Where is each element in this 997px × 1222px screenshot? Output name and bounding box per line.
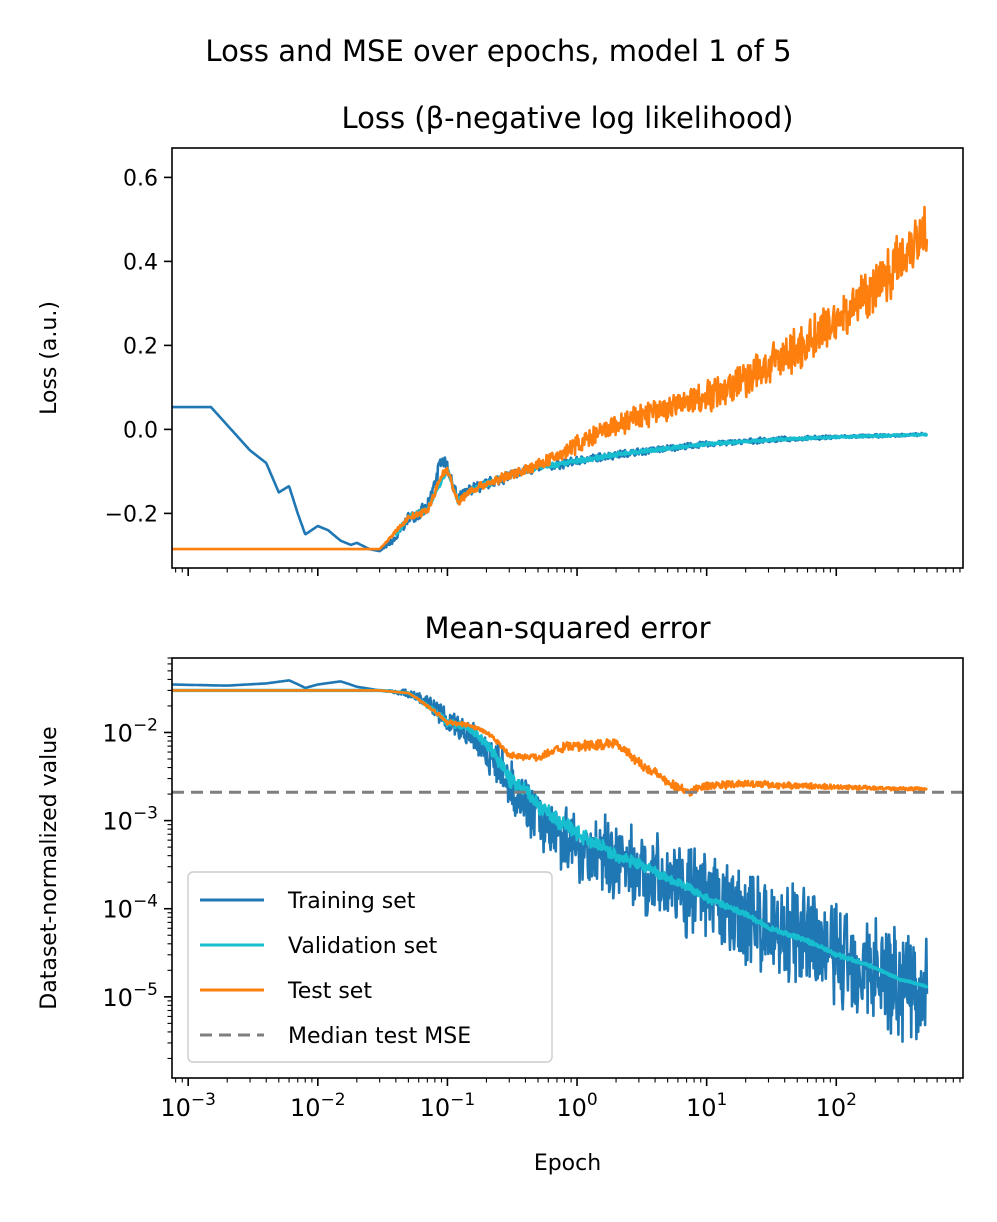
- y-tick-label: 10−2: [102, 715, 158, 747]
- y-tick-label: 0.2: [123, 334, 158, 359]
- legend: Training set Validation set Test set Median…: [187, 871, 553, 1063]
- x-tick-label: 100: [556, 1090, 597, 1122]
- figure-suptitle: Loss and MSE over epochs, model 1 of 5: [205, 34, 792, 68]
- x-tick-label: 10−3: [160, 1090, 216, 1122]
- x-tick-label: 102: [816, 1090, 857, 1122]
- x-tick-label: 10−1: [420, 1090, 476, 1122]
- legend-entry-label: Validation set: [288, 934, 438, 959]
- x-tick-label: 101: [686, 1090, 727, 1122]
- axes-frame-0: [171, 147, 964, 569]
- series-test-set-group: [172, 205, 929, 551]
- series-line-training-set: [172, 405, 928, 553]
- series-training-set-group: [172, 405, 928, 553]
- y-tick-label: 10−3: [102, 804, 158, 836]
- axes-frame-1: [171, 657, 964, 1079]
- legend-entry-label: Test set: [287, 979, 372, 1004]
- y-tick-label: 10−4: [102, 892, 158, 924]
- y-axis-label: Dataset-normalized value: [37, 726, 62, 1009]
- legend-frame: [187, 871, 553, 1063]
- axes-title-1: Mean-squared error: [424, 611, 710, 645]
- series-line-test-set: [172, 689, 928, 797]
- y-tick-label: 10−5: [102, 980, 158, 1012]
- y-tick-label: 0.0: [123, 418, 158, 443]
- legend-entry-label: Training set: [287, 889, 416, 914]
- series-line-test-set: [172, 205, 929, 551]
- series-test-set-group: [172, 689, 928, 797]
- y-tick-label: 0.6: [123, 166, 158, 191]
- x-axis-label: Epoch: [534, 1151, 601, 1176]
- series-line-training-set: [172, 679, 929, 1043]
- series-training-set-group: [172, 679, 929, 1043]
- x-tick-label: 10−2: [290, 1090, 346, 1122]
- y-tick-label: 0.4: [123, 250, 158, 275]
- y-axis-label: Loss (a.u.): [37, 301, 62, 415]
- axes-title-0: Loss (β-negative log likelihood): [341, 101, 793, 135]
- y-tick-label: −0.2: [105, 502, 158, 527]
- legend-entry-label: Median test MSE: [288, 1024, 471, 1049]
